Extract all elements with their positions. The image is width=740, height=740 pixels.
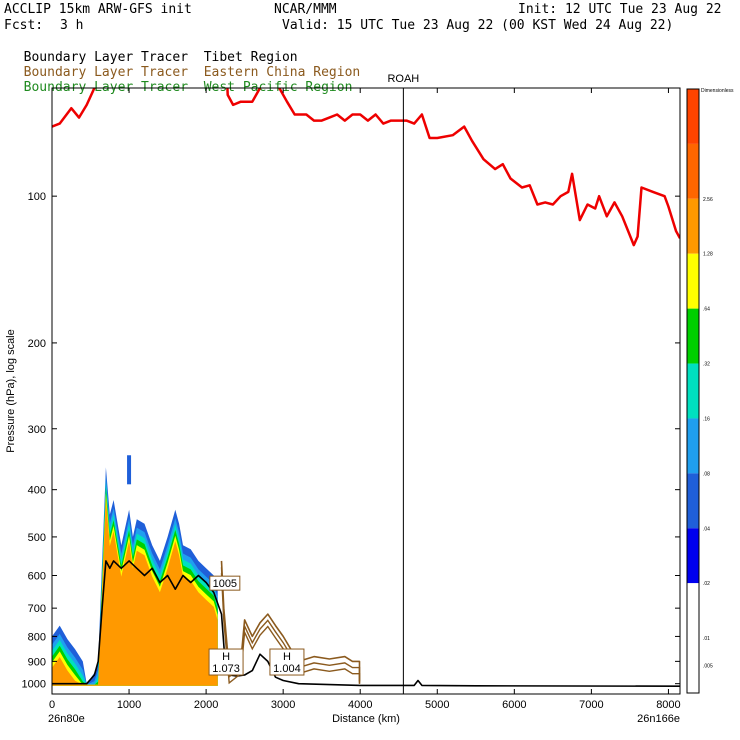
max-box-value-2: 1.004 [273, 663, 301, 675]
x-tick-label-2: 2000 [194, 699, 218, 711]
series-line-tropopause [52, 88, 680, 247]
colorbar-segment-9 [687, 583, 699, 639]
y-tick-label-3: 400 [28, 485, 46, 497]
legend-label: Boundary Layer Tracer [23, 50, 189, 65]
colorbar-label-9: 2.56 [703, 197, 713, 203]
legend-region: Tibet Region [203, 50, 298, 65]
y-tick-label-6: 700 [28, 603, 46, 615]
max-box-top-1: H [222, 651, 230, 663]
forecast-value: 3 h [60, 18, 84, 33]
colorbar-segment-5 [687, 363, 699, 419]
colorbar-label-3: .04 [703, 526, 710, 532]
y-tick-label-5: 600 [28, 571, 46, 583]
colorbar-segment-1 [687, 143, 699, 199]
x-tick-label-1: 1000 [117, 699, 141, 711]
legend-label: Boundary Layer Tracer [23, 65, 189, 80]
forecast-label: Fcst: [4, 18, 44, 33]
colorbar-segment-8 [687, 528, 699, 584]
org-label: NCAR/MMM [274, 2, 337, 17]
colorbar-segment-2 [687, 198, 699, 254]
x-axis-label: Distance (km) [332, 713, 400, 725]
x-tick-label-4: 4000 [348, 699, 372, 711]
colorbar-segment-4 [687, 308, 699, 364]
colorbar-label-5: .16 [703, 416, 710, 422]
plot-area [52, 88, 680, 687]
colorbar-segment-7 [687, 473, 699, 529]
y-tick-label-0: 100 [28, 191, 46, 203]
series-line-terrain [52, 560, 680, 687]
legend-item-eastern-china: Boundary Layer Tracer Eastern China Regi… [8, 50, 361, 80]
contour-box-label-0: 1005 [213, 578, 237, 590]
colorbar-segment-6 [687, 418, 699, 474]
colorbar-segment-3 [687, 253, 699, 309]
x-tick-label-8: 8000 [656, 699, 680, 711]
y-tick-label-4: 500 [28, 532, 46, 544]
colorbar-segment-10 [687, 638, 699, 693]
colorbar-label-6: .32 [703, 362, 710, 368]
colorbar-label-1: .01 [703, 636, 710, 642]
tibet-tracer-island [127, 455, 132, 485]
y-axis-label: Pressure (hPa), log scale [5, 329, 17, 453]
colorbar-label-4: .08 [703, 471, 710, 477]
colorbar-label-2: .02 [703, 581, 710, 587]
model-title: ACCLIP 15km ARW-GFS init [4, 2, 192, 17]
colorbar-label-7: .64 [703, 307, 710, 313]
y-tick-label-1: 200 [28, 338, 46, 350]
marker-label: ROAH [387, 73, 419, 85]
max-box-value-1: 1.073 [212, 663, 240, 675]
legend-region: Eastern China Region [203, 65, 361, 80]
init-time: Init: 12 UTC Tue 23 Aug 22 [518, 2, 722, 17]
plot-frame [51, 87, 681, 695]
contour-box-0 [209, 575, 241, 591]
colorbar-frame [686, 88, 700, 694]
x-tick-label-5: 5000 [425, 699, 449, 711]
colorbar-segment-0 [687, 89, 699, 144]
y-tick-label-7: 800 [28, 631, 46, 643]
x-tick-label-0: 0 [49, 699, 55, 711]
valid-time: Valid: 15 UTC Tue 23 Aug 22 (00 KST Wed … [282, 18, 674, 33]
max-box-2 [269, 648, 305, 676]
x-tick-label-3: 3000 [271, 699, 295, 711]
colorbar-label-8: 1.28 [703, 252, 713, 258]
y-tick-label-9: 1000 [22, 679, 46, 691]
legend-item-tibet: Boundary Layer Tracer Tibet Region [8, 35, 298, 65]
left-endpoint-label: 26n80e [48, 713, 85, 725]
max-box-top-2: H [283, 651, 291, 663]
tibet-tracer-level-5 [52, 498, 218, 686]
colorbar-title: Dimensionless [701, 88, 734, 94]
y-tick-label-2: 300 [28, 424, 46, 436]
y-tick-label-8: 900 [28, 656, 46, 668]
max-box-1 [208, 648, 244, 676]
right-endpoint-label: 26n166e [637, 713, 680, 725]
x-tick-label-7: 7000 [579, 699, 603, 711]
colorbar-label-0: .005 [703, 664, 713, 670]
x-tick-label-6: 6000 [502, 699, 526, 711]
